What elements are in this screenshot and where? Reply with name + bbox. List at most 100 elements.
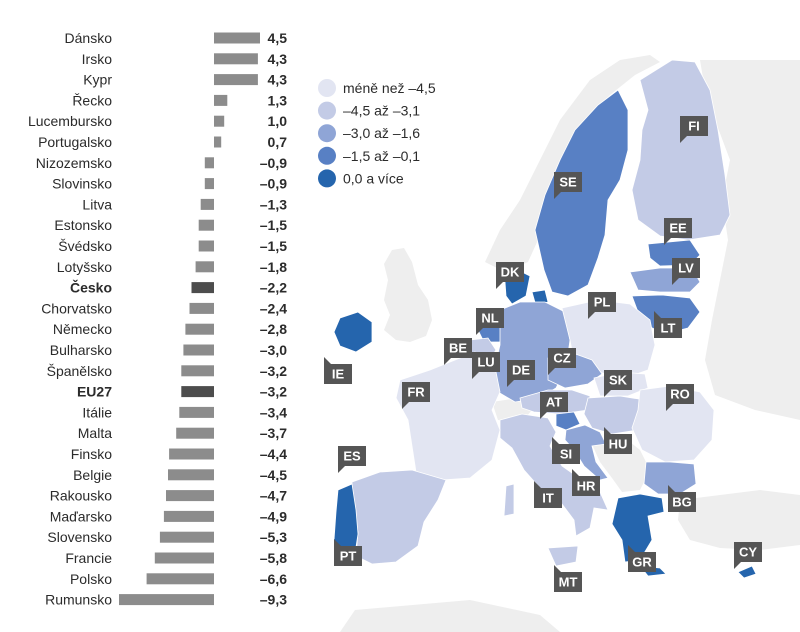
bar-category-label: Finsko bbox=[71, 446, 112, 462]
bar-category-label: Francie bbox=[65, 550, 112, 566]
country-code-pointer bbox=[554, 192, 561, 199]
country-code-box bbox=[472, 352, 500, 372]
bar-category-label: Portugalsko bbox=[38, 134, 112, 150]
country-code-pointer bbox=[507, 380, 514, 387]
map-land-turkey bbox=[678, 490, 800, 550]
country-code-label: RO bbox=[670, 387, 690, 402]
bar bbox=[169, 448, 214, 460]
bar bbox=[181, 386, 214, 398]
legend-label: 0,0 a více bbox=[343, 170, 404, 186]
country-code-box bbox=[628, 552, 656, 572]
country-code-box bbox=[672, 258, 700, 278]
country-code-label: PT bbox=[340, 549, 357, 564]
country-code-box bbox=[680, 116, 708, 136]
country-code-box bbox=[334, 546, 362, 566]
bar-category-label: Česko bbox=[70, 279, 112, 296]
country-code-pointer bbox=[588, 312, 595, 319]
bar bbox=[204, 157, 214, 169]
country-code-pointer bbox=[654, 311, 661, 318]
country-code-tag: IT bbox=[534, 481, 562, 508]
country-code-box bbox=[534, 488, 562, 508]
country-code-label: DK bbox=[501, 265, 520, 280]
country-code-pointer bbox=[572, 469, 579, 476]
bar-category-label: Slovensko bbox=[47, 529, 112, 545]
bar bbox=[154, 552, 214, 564]
legend-label: –1,5 až –0,1 bbox=[343, 148, 420, 164]
country-code-tag: DK bbox=[496, 262, 524, 289]
map-country-codes: FI SE EE LV LT DK NL BE LU DE PL CZ SK AT SI HR HU RO BG GR… bbox=[324, 116, 762, 592]
country-code-tag: SI bbox=[552, 437, 580, 464]
country-code-pointer bbox=[628, 545, 635, 552]
bar bbox=[191, 282, 214, 294]
country-code-box bbox=[540, 392, 568, 412]
legend-label: méně než –4,5 bbox=[343, 80, 436, 96]
bar bbox=[179, 406, 214, 418]
bar-value-label: –3,7 bbox=[260, 425, 287, 441]
bar-value-label: –3,2 bbox=[260, 384, 287, 400]
country-code-label: AT bbox=[546, 395, 562, 410]
bar bbox=[168, 469, 214, 481]
country-code-tag: CY bbox=[734, 542, 762, 569]
country-code-tag: GR bbox=[628, 545, 656, 572]
bar-value-label: –3,0 bbox=[260, 342, 287, 358]
country-code-tag: FI bbox=[680, 116, 708, 143]
country-code-label: DE bbox=[512, 363, 530, 378]
bar bbox=[198, 219, 214, 231]
country-code-pointer bbox=[554, 565, 561, 572]
country-code-label: GR bbox=[632, 555, 652, 570]
bar bbox=[146, 573, 214, 585]
bar-category-label: Kypr bbox=[83, 72, 112, 88]
country-code-pointer bbox=[680, 136, 687, 143]
country-code-box bbox=[604, 434, 632, 454]
bar-value-label: –1,3 bbox=[260, 196, 287, 212]
bar-category-label: Švédsko bbox=[58, 238, 112, 254]
country-code-tag: NL bbox=[476, 308, 504, 335]
country-code-box bbox=[654, 318, 682, 338]
bar-value-label: –4,9 bbox=[260, 508, 287, 524]
country-code-label: CZ bbox=[553, 351, 570, 366]
bar-category-label: Španělsko bbox=[47, 363, 113, 379]
bar-value-label: –2,8 bbox=[260, 321, 287, 337]
bar-chart: Dánsko 4,5 Irsko 4,3 Kypr 4,3 Řecko 1,3 Lucembur… bbox=[28, 30, 287, 608]
bar bbox=[214, 53, 258, 65]
country-code-label: CY bbox=[739, 545, 757, 560]
country-code-label: SE bbox=[559, 175, 577, 190]
bar-category-label: Slovinsko bbox=[52, 176, 112, 192]
bar bbox=[163, 510, 214, 522]
bar-category-label: Řecko bbox=[72, 92, 112, 108]
country-code-tag: LU bbox=[472, 352, 500, 379]
country-code-tag: SE bbox=[554, 172, 582, 199]
map-land-norway bbox=[485, 55, 660, 272]
country-code-pointer bbox=[444, 358, 451, 365]
bar-category-label: Estonsko bbox=[54, 217, 112, 233]
legend-swatch bbox=[318, 79, 336, 97]
country-code-tag: AT bbox=[540, 392, 568, 419]
bar-category-label: Lucembursko bbox=[28, 113, 112, 129]
bar bbox=[181, 365, 214, 377]
bar-category-label: Bulharsko bbox=[50, 342, 112, 358]
bar-category-label: Rumunsko bbox=[45, 592, 112, 608]
country-code-label: IT bbox=[542, 491, 554, 506]
country-code-box bbox=[444, 338, 472, 358]
bar-category-label: Rakousko bbox=[50, 488, 112, 504]
europe-map bbox=[333, 55, 800, 632]
country-code-label: FI bbox=[688, 119, 700, 134]
bar bbox=[200, 198, 214, 210]
country-code-pointer bbox=[548, 368, 555, 375]
country-code-label: NL bbox=[481, 311, 498, 326]
legend-swatch bbox=[318, 124, 336, 143]
map-land-africa bbox=[340, 600, 560, 632]
bar bbox=[214, 136, 222, 148]
country-code-box bbox=[507, 360, 535, 380]
bar-category-label: Maďarsko bbox=[50, 508, 113, 524]
bar bbox=[204, 178, 214, 190]
country-code-label: HR bbox=[577, 479, 596, 494]
bar bbox=[183, 344, 214, 356]
bar bbox=[195, 261, 214, 273]
map-land-uk bbox=[384, 248, 432, 342]
bar-value-label: –3,4 bbox=[260, 404, 287, 420]
country-code-pointer bbox=[604, 390, 611, 397]
country-code-tag: FR bbox=[402, 382, 430, 409]
country-code-pointer bbox=[604, 427, 611, 434]
